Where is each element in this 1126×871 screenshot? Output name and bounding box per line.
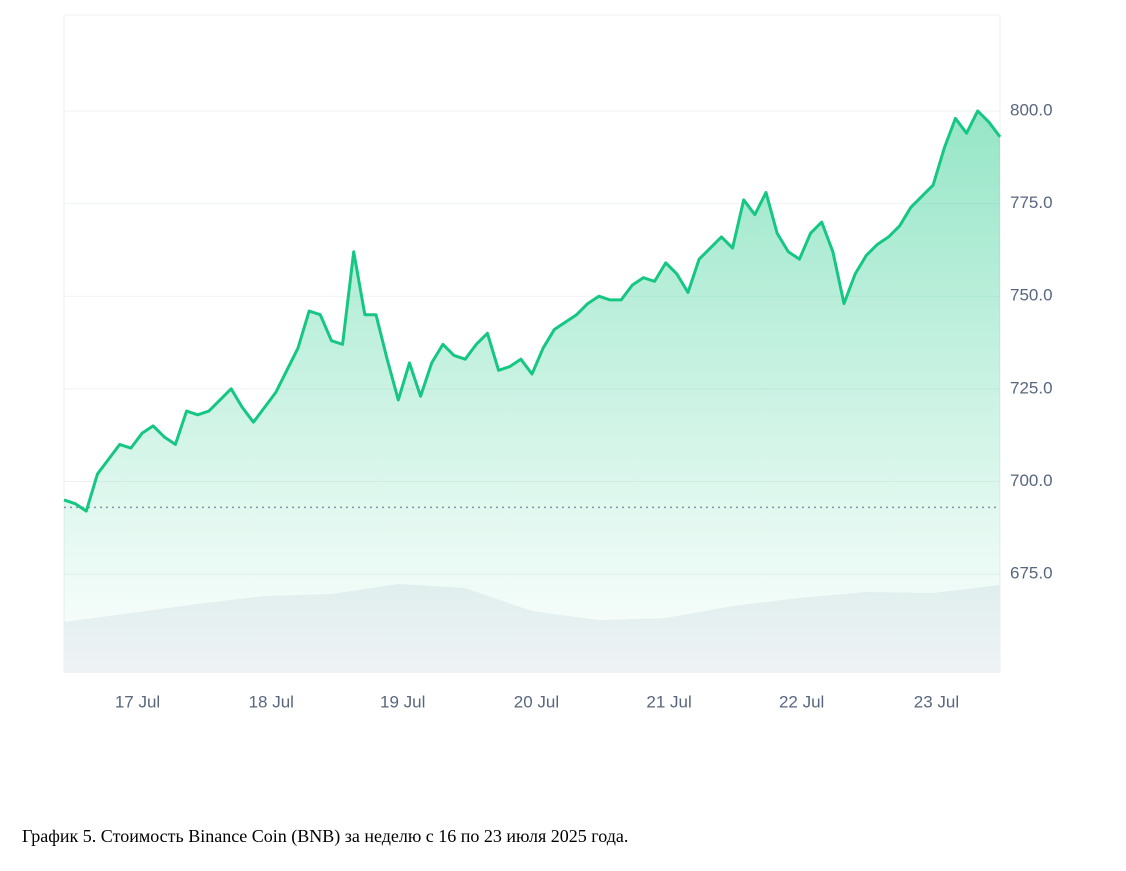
x-tick-label: 20 Jul: [514, 692, 559, 711]
x-tick-label: 18 Jul: [249, 692, 294, 711]
x-tick-label: 23 Jul: [914, 692, 959, 711]
x-tick-label: 21 Jul: [646, 692, 691, 711]
caption: График 5. Стоимость Binance Coin (BNB) з…: [22, 826, 628, 847]
y-tick-label: 750.0: [1010, 286, 1053, 305]
x-tick-label: 17 Jul: [115, 692, 160, 711]
price-line: [63, 109, 1002, 513]
y-tick-label: 800.0: [1010, 100, 1053, 119]
x-tick-label: 22 Jul: [779, 692, 824, 711]
x-tick-label: 19 Jul: [380, 692, 425, 711]
y-tick-label: 725.0: [1010, 378, 1053, 397]
y-tick-label: 775.0: [1010, 193, 1053, 212]
y-tick-label: 700.0: [1010, 471, 1053, 490]
y-tick-label: 675.0: [1010, 564, 1053, 583]
price-area: [64, 110, 1000, 674]
